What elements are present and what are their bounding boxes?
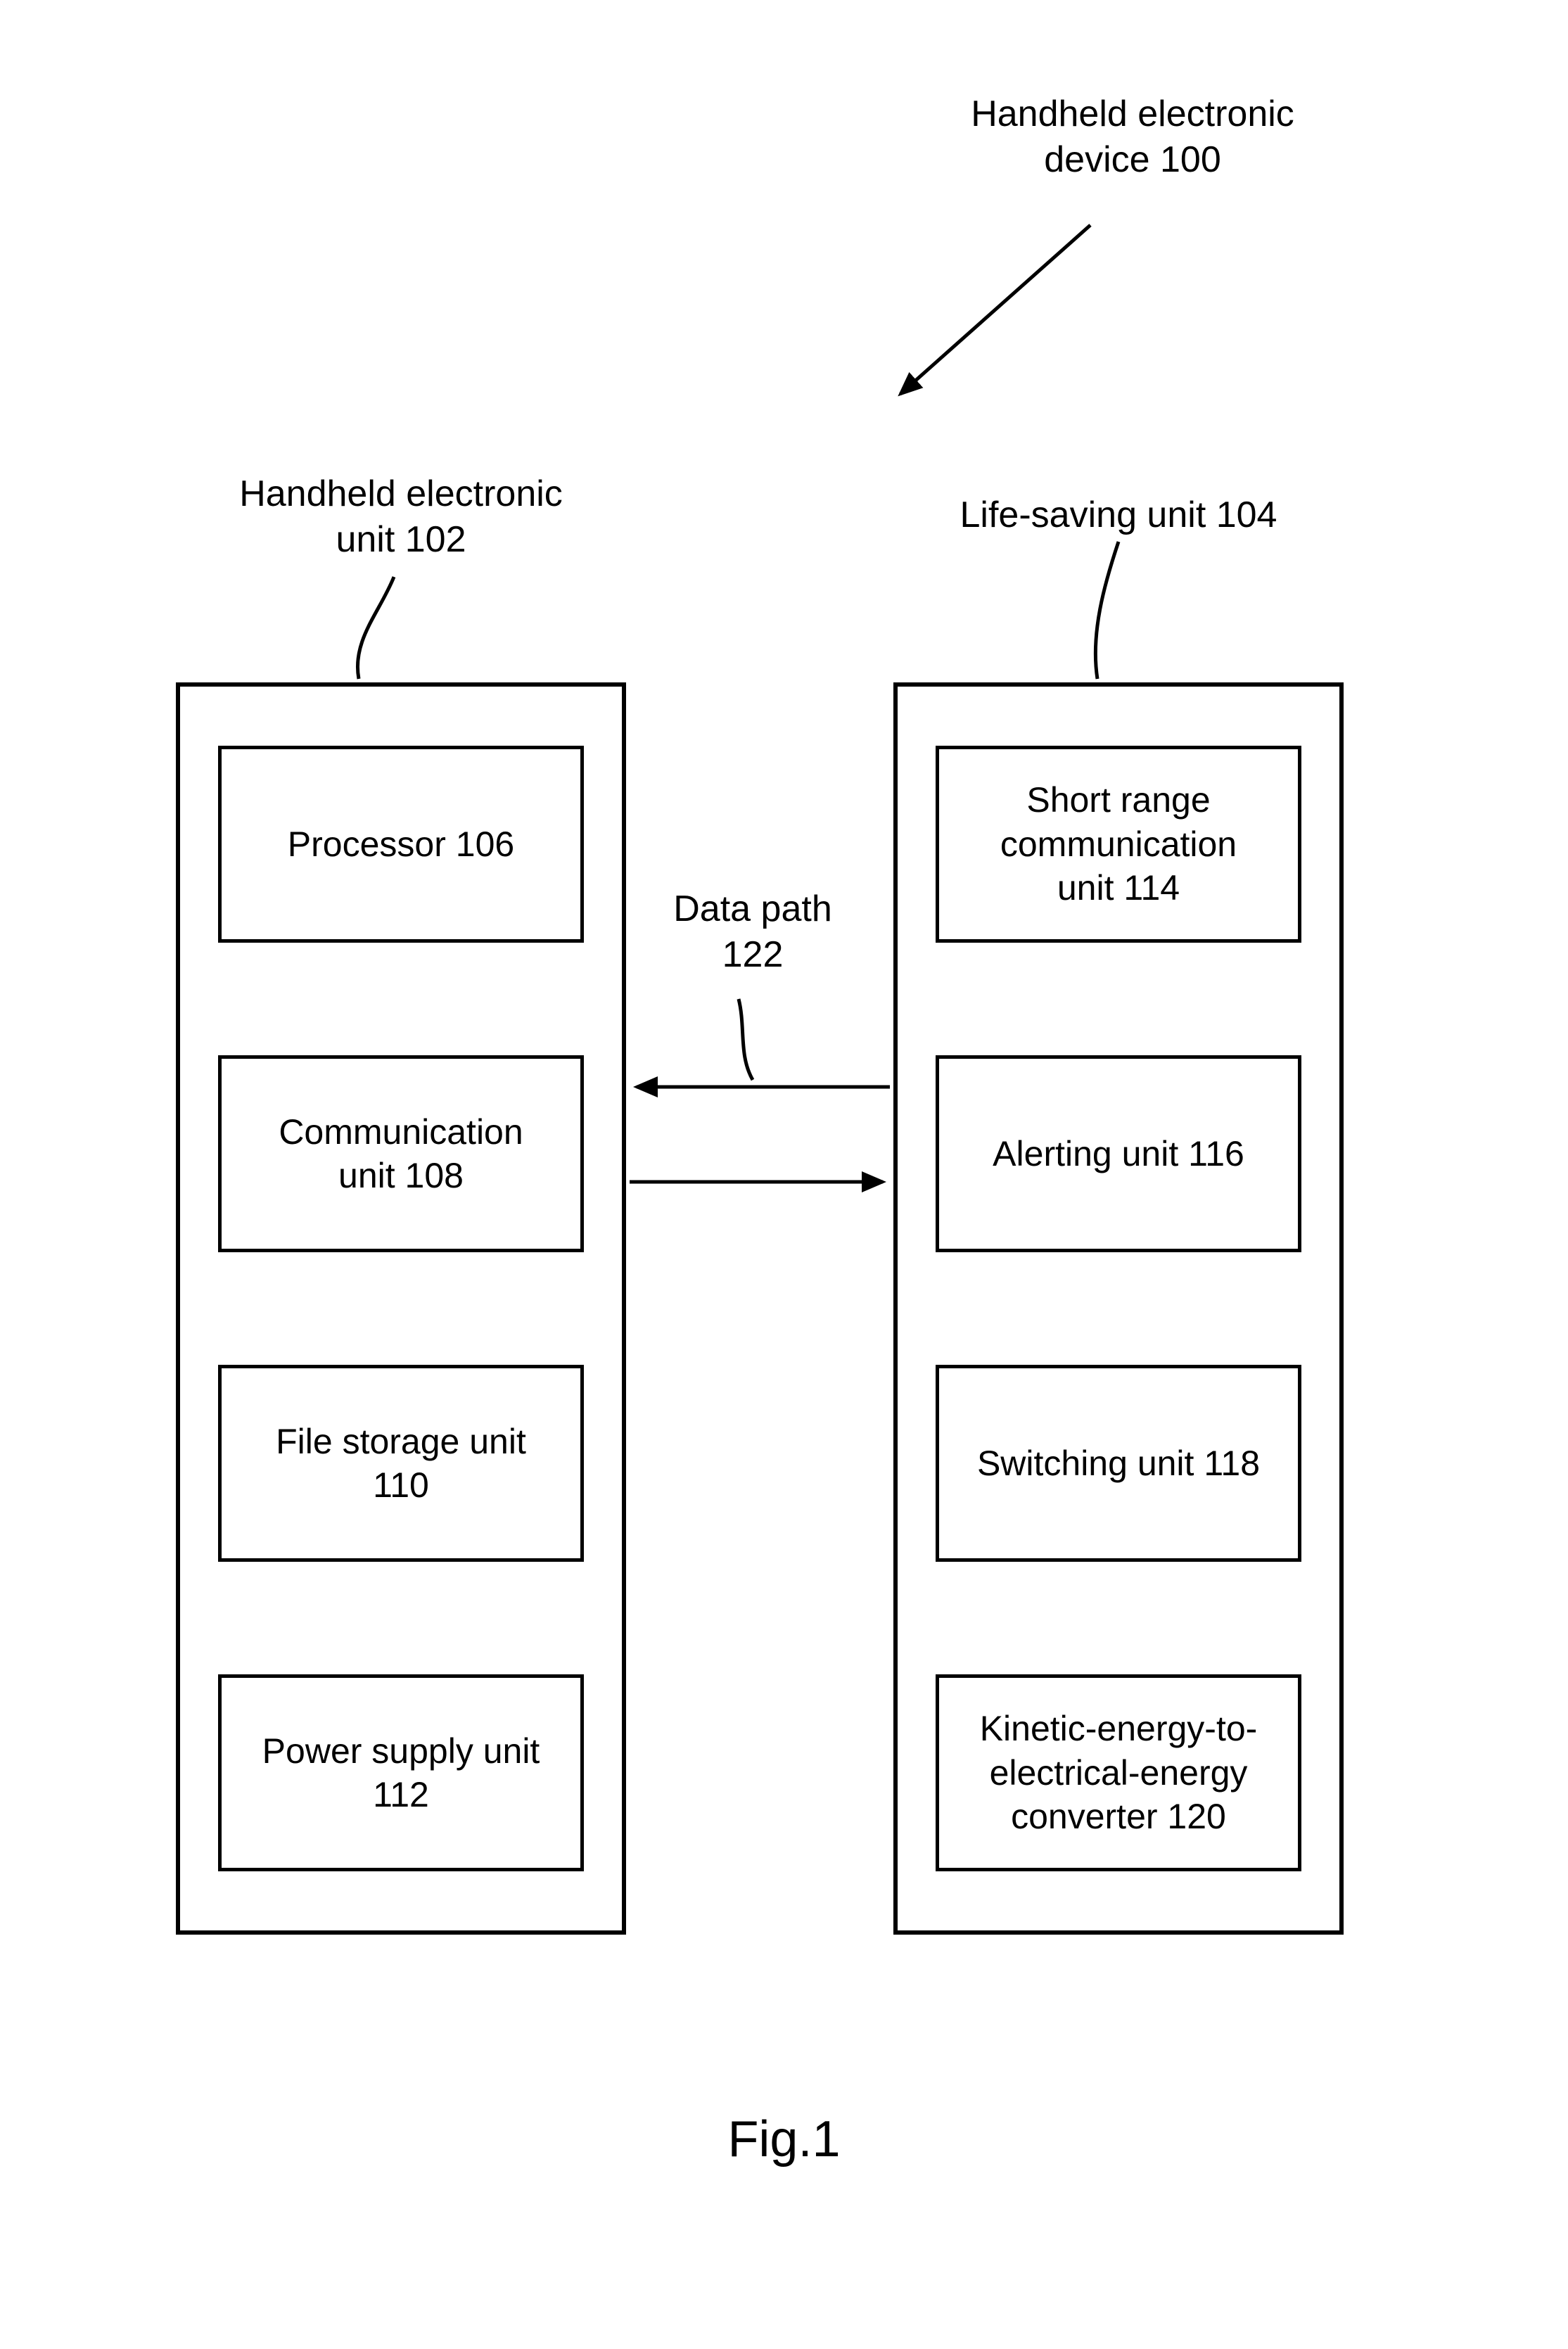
- device-pointer-arrow: [900, 225, 1090, 394]
- switching-unit-box: Switching unit 118: [936, 1365, 1301, 1562]
- kinetic-converter-box: Kinetic-energy-to- electrical-energy con…: [936, 1674, 1301, 1871]
- figure-caption: Fig.1: [0, 2111, 1568, 2168]
- diagram-canvas: Handheld electronic device 100 Handheld …: [0, 0, 1568, 2349]
- left-leader-line: [357, 577, 394, 679]
- right-leader-line: [1095, 542, 1118, 679]
- device-label: Handheld electronic device 100: [886, 91, 1379, 183]
- data-path-label: Data path 122: [633, 886, 872, 978]
- short-range-comm-box: Short range communication unit 114: [936, 746, 1301, 943]
- power-supply-box: Power supply unit 112: [218, 1674, 584, 1871]
- communication-unit-box: Communication unit 108: [218, 1055, 584, 1252]
- right-unit-title: Life-saving unit 104: [900, 492, 1337, 538]
- processor-box: Processor 106: [218, 746, 584, 943]
- left-unit-title: Handheld electronic unit 102: [183, 471, 619, 563]
- file-storage-box: File storage unit 110: [218, 1365, 584, 1562]
- alerting-unit-box: Alerting unit 116: [936, 1055, 1301, 1252]
- datapath-leader-line: [739, 999, 753, 1080]
